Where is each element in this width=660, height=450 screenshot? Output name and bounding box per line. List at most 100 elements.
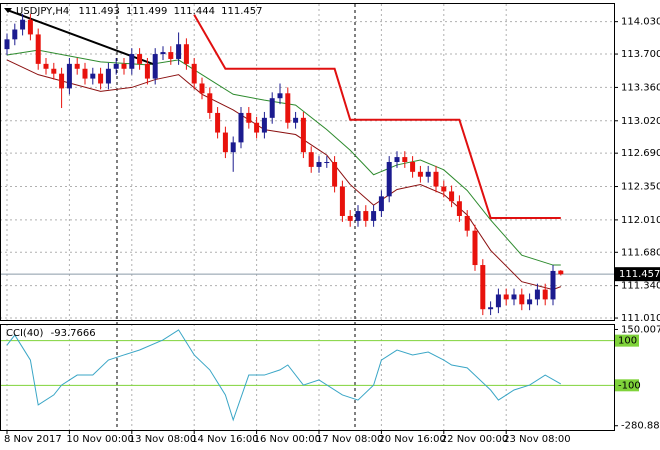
candle-body: [511, 294, 517, 300]
header-close: 111.457: [221, 6, 262, 17]
candle-body: [35, 34, 41, 64]
candle-body: [378, 196, 384, 212]
x-tick-label: 10 Nov 00:00: [66, 434, 133, 445]
candle-body: [503, 294, 509, 300]
main-pane-border: [0, 3, 615, 321]
y-tick-label: 114.030: [621, 17, 660, 28]
x-tick-label: 23 Nov 08:00: [503, 434, 570, 445]
last-price-label: 111.457: [619, 269, 660, 280]
candle-body: [558, 270, 564, 275]
candle-body: [394, 157, 400, 162]
candle-body: [74, 63, 80, 69]
candle-body: [51, 68, 57, 74]
indicator-title: CCI(40): [6, 328, 44, 339]
level-label: -100: [618, 380, 641, 391]
indicator-line: [6, 59, 561, 291]
x-tick-label: 20 Nov 16:00: [378, 434, 445, 445]
candle-body: [215, 112, 221, 133]
x-tick-label: 13 Nov 08:00: [129, 434, 196, 445]
candle-body: [300, 117, 306, 153]
header-low: 111.444: [174, 6, 215, 17]
y-tick-label: 111.680: [621, 247, 660, 258]
y-tick-label: 150.0078: [621, 324, 660, 335]
candle-body: [160, 52, 166, 55]
candle-body: [222, 132, 228, 153]
chart-menu-icon[interactable]: [4, 8, 12, 13]
candle-body: [176, 44, 182, 59]
indicator-value: -93.7666: [51, 328, 96, 339]
y-tick-label: 112.690: [621, 148, 660, 159]
plot-layer: [0, 8, 614, 422]
y-tick-label: 111.010: [621, 313, 660, 324]
candle-body: [480, 265, 486, 310]
candle-body: [168, 52, 174, 59]
candle-body: [66, 63, 72, 89]
candle-body: [137, 54, 143, 64]
level-label: 100: [618, 336, 637, 347]
candle-body: [534, 289, 540, 300]
header-open: 111.493: [78, 6, 119, 17]
candle-body: [293, 117, 299, 123]
y-tick-label: 112.010: [621, 215, 660, 226]
candle-body: [433, 171, 439, 187]
candle-body: [332, 162, 338, 187]
candle-body: [12, 29, 18, 40]
candle-body: [105, 68, 111, 84]
header-high: 111.499: [126, 6, 167, 17]
candle-body: [246, 112, 252, 123]
candle-body: [417, 171, 423, 177]
candle-body: [90, 73, 96, 79]
candle-body: [238, 112, 244, 143]
y-tick-label: -280.8831: [621, 421, 660, 432]
candle-body: [339, 186, 345, 216]
candle-body: [152, 54, 158, 79]
candle-body: [441, 186, 447, 192]
candle-body: [550, 270, 556, 300]
candle-body: [308, 152, 314, 167]
candle-body: [4, 39, 10, 50]
y-tick-label: 112.350: [621, 182, 660, 193]
candle-body: [121, 63, 127, 69]
candle-body: [269, 98, 275, 118]
candle-body: [277, 93, 283, 99]
x-tick-label: 22 Nov 00:00: [441, 434, 508, 445]
candle-body: [425, 171, 431, 177]
chart-header: USDJPY,H4 111.493 111.499 111.444 111.45…: [16, 6, 262, 17]
candle-body: [355, 211, 361, 221]
symbol-title: USDJPY,H4: [16, 6, 69, 17]
indicator-line: [193, 14, 561, 219]
candle-body: [488, 307, 494, 310]
candle-body: [191, 63, 197, 84]
indicator-pane-border: [0, 324, 615, 431]
candle-body: [43, 63, 49, 69]
candle-body: [285, 93, 291, 123]
candle-body: [363, 211, 369, 221]
y-tick-label: 113.020: [621, 116, 660, 127]
candle-body: [347, 215, 353, 221]
x-tick-label: 8 Nov 2017: [4, 434, 62, 445]
candle-body: [410, 162, 416, 172]
candle-body: [527, 299, 533, 305]
indicator-header: CCI(40) -93.7666: [6, 328, 96, 339]
candle-body: [254, 122, 260, 133]
candle-body: [316, 162, 322, 167]
y-tick-label: 111.340: [621, 281, 660, 292]
candle-body: [98, 73, 104, 84]
candle-body: [464, 215, 470, 231]
x-tick-label: 14 Nov 16:00: [191, 434, 258, 445]
candle-body: [113, 63, 119, 69]
candle-body: [495, 294, 501, 308]
candle-body: [386, 162, 392, 197]
candle-body: [449, 191, 455, 202]
candle-body: [402, 157, 408, 162]
x-tick-label: 16 Nov 00:00: [254, 434, 321, 445]
candle-body: [82, 68, 88, 79]
candle-body: [542, 289, 548, 300]
x-tick-label: 17 Nov 08:00: [316, 434, 383, 445]
level-label-box: [615, 334, 639, 347]
candle-body: [144, 63, 150, 79]
candle-body: [261, 117, 267, 133]
